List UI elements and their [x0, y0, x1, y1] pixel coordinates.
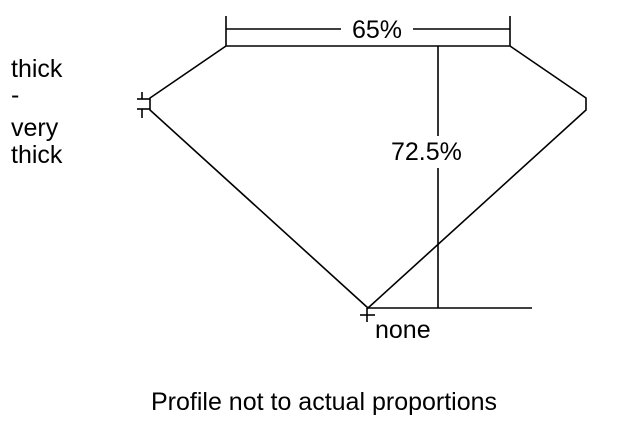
- girdle-label-line-3: very: [11, 114, 59, 142]
- culet-label: none: [375, 316, 431, 344]
- diamond-outline: [149, 45, 587, 310]
- girdle-label-line-4: thick: [11, 141, 63, 169]
- table-width-label: 65%: [352, 16, 402, 44]
- total-depth-label: 72.5%: [391, 138, 462, 166]
- caption: Profile not to actual proportions: [151, 388, 497, 416]
- girdle-label-line-1: thick: [11, 55, 63, 83]
- girdle-label-line-2: -: [11, 81, 19, 109]
